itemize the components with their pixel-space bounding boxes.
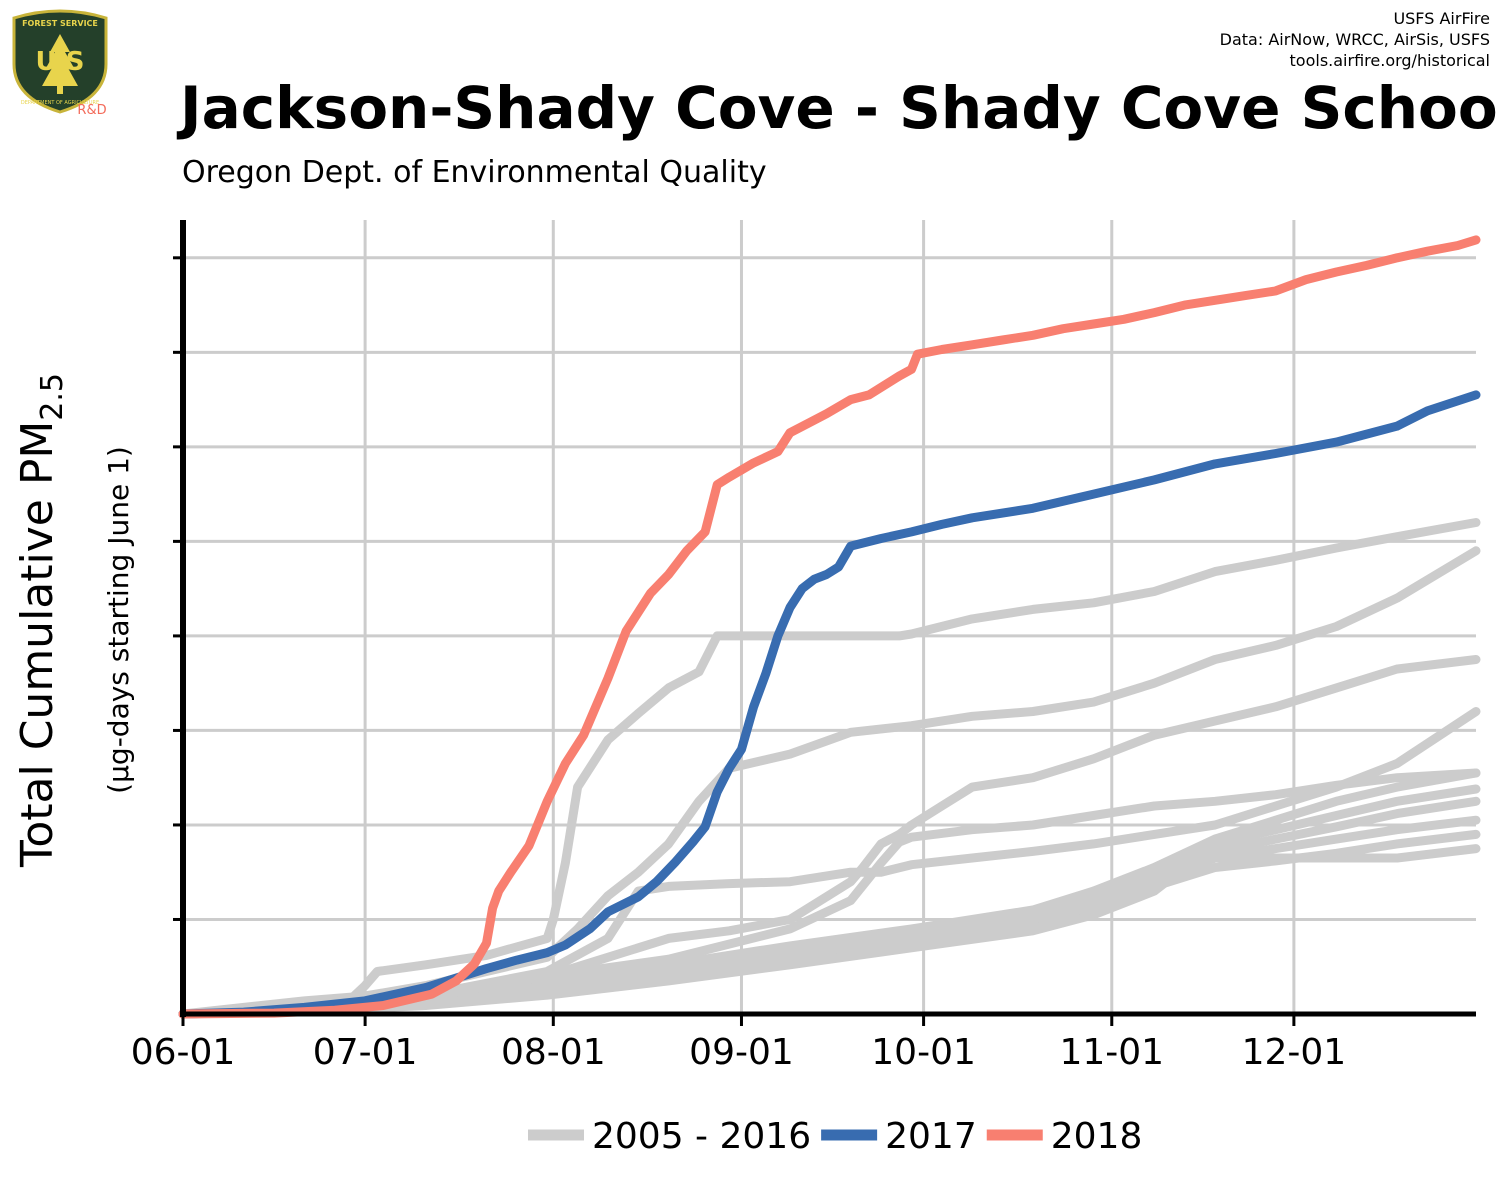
credit-line-3: tools.airfire.org/historical [1289,51,1490,70]
logo-bottom-text: DEPARTMENT OF AGRICULTURE [21,100,99,106]
y-axis-sublabel: (µg-days starting June 1) [102,446,135,794]
credit-line-2: Data: AirNow, WRCC, AirSis, USFS [1219,30,1490,49]
logo-letters: U S [36,47,85,77]
tree-icon [42,34,78,94]
chart-axes: 06-01 07-01 08-01 09-01 10-01 11-01 12-01 [131,220,1476,1073]
legend-label: 2017 [885,1116,977,1157]
legend-label: 2018 [1051,1116,1143,1157]
legend-label: 2005 - 2016 [592,1116,811,1157]
data-credits: USFS AirFire Data: AirNow, WRCC, AirSis,… [1220,8,1490,71]
series-line-2005-2016 [178,815,1481,1019]
logo-top-text: FOREST SERVICE [22,19,98,28]
x-tick-label: 09-01 [689,1032,794,1073]
x-tick-label: 06-01 [131,1032,236,1073]
series-line-2018 [178,235,1481,1019]
series-line-2005-2016 [178,768,1481,1019]
legend: 2005 - 2016 2017 2018 [528,1116,1142,1157]
page-subtitle: Oregon Dept. of Environmental Quality [182,155,767,190]
x-tick-label: 08-01 [501,1032,606,1073]
x-tick-label: 11-01 [1059,1032,1164,1073]
series-line-2017 [178,390,1481,1019]
forest-service-logo: FOREST SERVICE U S DEPARTMENT OF AGRICUL… [12,9,108,116]
credit-line-1: USFS AirFire [1393,9,1490,28]
series-line-2005-2016 [178,707,1481,1019]
page-title: Jackson-Shady Cove - Shady Cove School [180,74,1500,142]
logo-tag: R&D [77,103,106,116]
x-tick-label: 07-01 [313,1032,418,1073]
y-axis-label: Total Cumulative PM2.5 [12,373,70,868]
series-line-2005-2016 [178,518,1481,1019]
series-line-2005-2016 [178,829,1481,1019]
x-tick-label: 12-01 [1242,1032,1347,1073]
x-tick-label: 10-01 [871,1032,976,1073]
chart-series [178,235,1481,1019]
y-axis-label-group: Total Cumulative PM2.5 (µg-days starting… [12,373,135,868]
series-line-2005-2016 [178,655,1481,1019]
